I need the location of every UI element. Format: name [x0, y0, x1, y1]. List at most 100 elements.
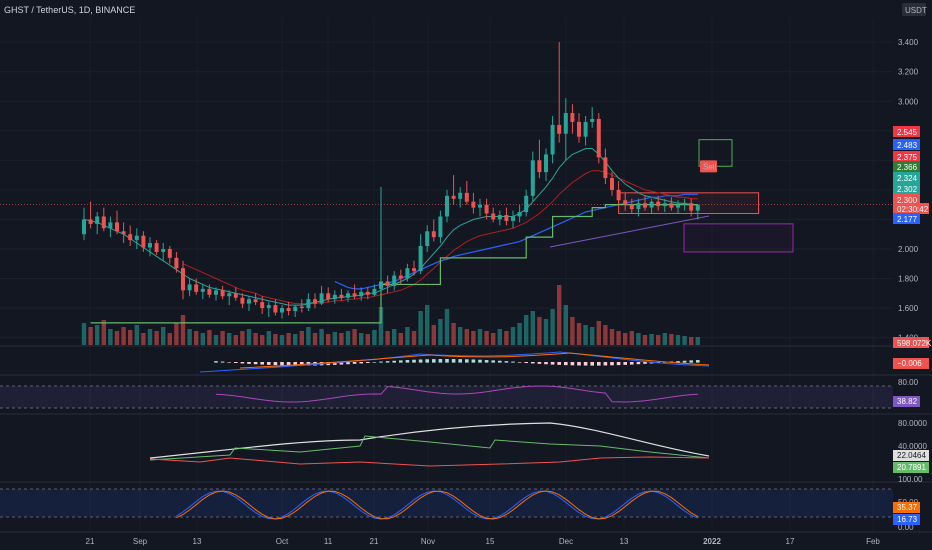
candle: [141, 231, 146, 252]
candle: [517, 204, 522, 223]
macd-bar: [352, 362, 357, 364]
volume-bar: [266, 331, 271, 345]
candle: [227, 290, 232, 306]
volume-bar: [675, 335, 681, 345]
candle-body: [194, 284, 199, 292]
candle: [511, 210, 515, 229]
candle-body: [530, 160, 535, 196]
price-tag: 2.177: [893, 213, 920, 224]
macd-bar: [359, 362, 363, 364]
candle: [352, 284, 357, 300]
macd-bar: [616, 362, 621, 366]
price-tick-label: 3.400: [898, 38, 919, 47]
macd-bar: [550, 362, 555, 365]
price-tag-bg: [893, 194, 920, 205]
macd-bar: [544, 362, 548, 365]
macd-bar: [597, 362, 601, 366]
candle: [544, 148, 548, 182]
volume-bar: [609, 329, 615, 345]
volume-bar: [378, 307, 384, 345]
candle-body: [583, 121, 588, 137]
candle-body: [161, 248, 166, 252]
macd-bar: [339, 362, 344, 365]
volume-bar: [114, 331, 120, 345]
price-tag-label: 2.483: [897, 141, 918, 150]
candle-body: [643, 203, 647, 208]
macd-bar: [240, 362, 245, 364]
price-tag-bg: [893, 151, 920, 162]
volume-bar: [484, 331, 489, 345]
macd-bar: [696, 360, 700, 363]
macd-bar: [689, 360, 693, 363]
candle-body: [471, 201, 476, 208]
zones: Sell: [618, 139, 794, 253]
candle: [286, 302, 291, 316]
candle: [247, 296, 251, 312]
candle: [207, 284, 212, 298]
macd-bar: [425, 359, 429, 363]
candle: [214, 287, 218, 301]
macd-bar: [418, 359, 423, 363]
candle: [431, 219, 436, 242]
candle: [194, 278, 199, 295]
stoch-value-label: 35.37: [897, 503, 918, 512]
volume-bar: [293, 334, 298, 345]
candle: [590, 107, 595, 128]
macd-bar: [577, 362, 581, 366]
price-tag: 2.545: [893, 126, 920, 137]
macd-bar: [531, 362, 535, 364]
volume-bar: [398, 333, 403, 345]
dmi-value-tag: 20.7891: [893, 462, 929, 473]
candle: [669, 197, 674, 211]
candle-body: [398, 275, 403, 279]
plus-di-line: [149, 435, 710, 461]
candle-body: [214, 290, 218, 295]
candle-body: [174, 257, 179, 269]
macd-bar: [220, 361, 225, 363]
dmi-value-tag: 22.0464: [893, 450, 929, 461]
volume-bar: [629, 331, 634, 345]
macd-bar: [346, 362, 350, 365]
price-tag-label: 2.375: [897, 153, 918, 162]
candle: [464, 181, 469, 205]
candle: [563, 98, 568, 161]
candle-body: [458, 192, 463, 199]
macd-bar: [366, 362, 370, 364]
candle-body: [577, 121, 581, 137]
volume-bar: [543, 319, 549, 345]
price-axis[interactable]: 1.4001.6001.8002.0002.2002.4002.6002.800…: [893, 2, 932, 348]
volume-bar: [81, 323, 87, 345]
dmi-value-bg: [893, 462, 929, 473]
volume-bar: [563, 305, 568, 345]
candle: [148, 237, 152, 257]
volume-bar: [603, 325, 608, 345]
macd-bar: [537, 362, 542, 364]
macd-value-tag: −0.006: [893, 358, 929, 369]
macd-bar: [471, 359, 476, 363]
macd-bar: [399, 360, 403, 363]
price-tag-bg: [893, 172, 920, 183]
price-tag: 2.366: [893, 161, 920, 172]
volume-bar: [537, 317, 542, 345]
time-axis[interactable]: 21 Sep 13 Oct 11 21 Nov 15 Dec 13 2022 17 Feb: [86, 537, 881, 546]
macd-bar: [676, 361, 680, 363]
candle: [610, 172, 614, 196]
grid: [0, 18, 893, 532]
adx-line: [149, 422, 710, 459]
currency-badge[interactable]: USDT: [902, 3, 927, 16]
time-tick-label: 17: [786, 537, 795, 546]
macd-bar: [293, 362, 297, 366]
candle-body: [141, 235, 146, 248]
candle: [497, 210, 502, 226]
time-tick-label: 13: [620, 537, 629, 546]
volume-bar: [352, 329, 357, 345]
candle: [200, 284, 205, 300]
candle-body: [299, 306, 304, 309]
candle: [636, 198, 641, 217]
stoch-tick-label: 0.00: [898, 523, 914, 532]
candle: [550, 116, 555, 164]
candle-body: [662, 203, 667, 207]
candle-body: [227, 293, 232, 297]
macd-bar: [267, 362, 271, 365]
